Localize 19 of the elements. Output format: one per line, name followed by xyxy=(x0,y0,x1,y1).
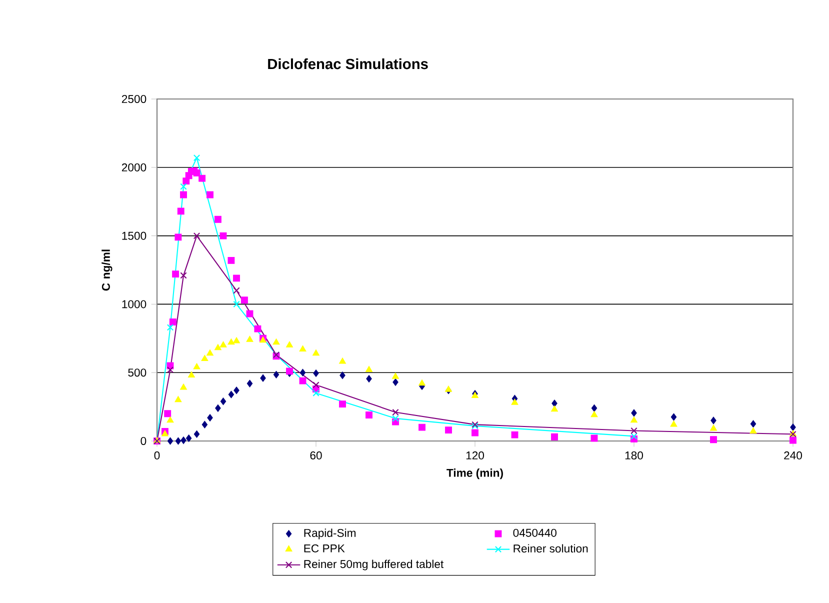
y-tick-label: 2000 xyxy=(122,163,146,172)
y-tick-label: 0 xyxy=(140,436,146,445)
y-axis-title: C ng/ml xyxy=(102,250,112,291)
legend-label: Reiner solution xyxy=(514,544,588,553)
x-axis-title: Time (min) xyxy=(446,468,503,480)
y-tick-label: 1000 xyxy=(122,300,146,308)
legend-label: EC PPK xyxy=(304,544,345,552)
y-tick-label: 500 xyxy=(128,368,146,377)
x-tick-label: 240 xyxy=(784,451,802,460)
legend-label: Reiner 50mg buffered tablet xyxy=(304,560,444,570)
x-tick-label: 120 xyxy=(466,451,484,460)
legend-label: Rapid-Sim xyxy=(304,528,356,540)
x-tick-label: 180 xyxy=(625,451,643,460)
chart-title: Diclofenac Simulations xyxy=(268,58,428,70)
y-tick-label: 1500 xyxy=(122,232,146,240)
x-tick-label: 0 xyxy=(154,451,160,460)
x-tick-label: 60 xyxy=(310,451,322,460)
y-tick-label: 2500 xyxy=(122,94,146,104)
legend-label: 0450440 xyxy=(513,528,556,537)
